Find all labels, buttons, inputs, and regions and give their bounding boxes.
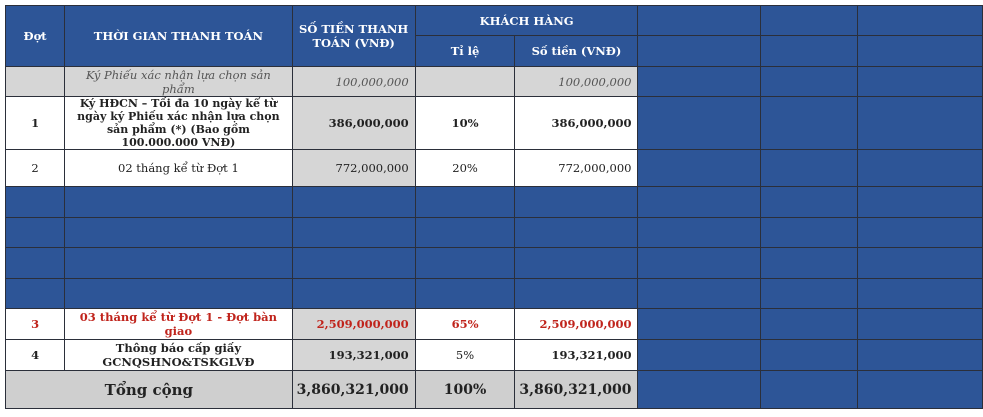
row-dot [4, 66, 66, 97]
payment-table: Đợt THỜI GIAN THANH TOÁN SỐ TIỀN THANH T… [4, 5, 983, 409]
row-time: Ký HĐCN – Tối đa 10 ngày kể từ ngày ký P… [64, 96, 293, 150]
total-label: Tổng cộng [5, 370, 293, 409]
filler-cell [637, 370, 761, 409]
row-customer-amount: 2,509,000,000 [514, 308, 639, 340]
blank-row [4, 278, 983, 309]
total-ratio: 100% [414, 370, 516, 409]
filler-cell [759, 35, 858, 67]
header-amount: SỐ TIỀN THANH TOÁN (VNĐ) [291, 5, 416, 67]
filler-cell [856, 5, 983, 36]
row-customer-amount: 193,321,000 [514, 339, 639, 371]
row-ratio: 20% [414, 149, 516, 187]
header-dot: Đợt [4, 5, 66, 67]
total-amount: 3,860,321,000 [291, 370, 416, 409]
table-row: 3 03 tháng kể từ Đợt 1 - Đợt bàn giao 2,… [4, 308, 983, 340]
header-customer: KHÁCH HÀNG [414, 5, 639, 36]
row-amount: 193,321,000 [291, 339, 416, 371]
row-dot: 2 [4, 149, 66, 187]
filler-cell [637, 308, 761, 340]
filler-cell [759, 5, 858, 36]
row-time: 03 tháng kể từ Đợt 1 - Đợt bàn giao [64, 308, 293, 340]
row-amount: 2,509,000,000 [291, 308, 416, 340]
header-customer-amount: Số tiền (VNĐ) [514, 35, 639, 67]
row-ratio: 65% [414, 308, 516, 340]
header-time: THỜI GIAN THANH TOÁN [64, 5, 293, 67]
row-ratio: 5% [414, 339, 516, 371]
filler-cell [856, 149, 983, 187]
row-customer-amount: 386,000,000 [514, 96, 639, 150]
total-row: Tổng cộng 3,860,321,000 100% 3,860,321,0… [5, 370, 983, 409]
row-amount: 386,000,000 [291, 96, 416, 150]
filler-cell [637, 5, 761, 36]
header-ratio: Tỉ lệ [414, 35, 516, 67]
payment-schedule: Đợt THỜI GIAN THANH TOÁN SỐ TIỀN THANH T… [4, 5, 983, 409]
filler-cell [637, 35, 761, 67]
row-customer-amount: 100,000,000 [514, 66, 639, 97]
filler-cell [856, 339, 983, 371]
table-row: Ký Phiếu xác nhận lựa chọn sản phẩm 100,… [4, 66, 983, 97]
row-amount: 772,000,000 [291, 149, 416, 187]
row-ratio [414, 66, 516, 97]
row-customer-amount: 772,000,000 [514, 149, 639, 187]
filler-cell [637, 339, 761, 371]
blank-row [4, 247, 983, 279]
row-ratio: 10% [414, 96, 516, 150]
table-row: 2 02 tháng kể từ Đợt 1 772,000,000 20% 7… [4, 149, 983, 187]
filler-cell [856, 35, 983, 67]
filler-cell [637, 149, 761, 187]
filler-cell [856, 66, 983, 97]
row-time: Thông báo cấp giấy GCNQSHNO&TSKGLVĐ [64, 339, 293, 371]
filler-cell [759, 149, 858, 187]
table-row: 4 Thông báo cấp giấy GCNQSHNO&TSKGLVĐ 19… [4, 339, 983, 371]
filler-cell [759, 308, 858, 340]
row-dot: 1 [4, 96, 66, 150]
filler-cell [759, 66, 858, 97]
filler-cell [759, 96, 858, 150]
row-dot: 4 [4, 339, 66, 371]
filler-cell [856, 96, 983, 150]
blank-row [4, 217, 983, 248]
table-row: 1 Ký HĐCN – Tối đa 10 ngày kể từ ngày ký… [4, 96, 983, 150]
row-amount: 100,000,000 [291, 66, 416, 97]
filler-cell [856, 308, 983, 340]
filler-cell [759, 370, 858, 409]
filler-cell [637, 96, 761, 150]
total-customer-amount: 3,860,321,000 [514, 370, 639, 409]
row-dot: 3 [4, 308, 66, 340]
subheader-row: Tỉ lệ Số tiền (VNĐ) [6, 35, 983, 67]
row-time: Ký Phiếu xác nhận lựa chọn sản phẩm [64, 66, 293, 97]
filler-cell [759, 339, 858, 371]
filler-cell [856, 370, 983, 409]
header-row: Đợt THỜI GIAN THANH TOÁN SỐ TIỀN THANH T… [4, 5, 983, 67]
row-time: 02 tháng kể từ Đợt 1 [64, 149, 293, 187]
filler-cell [637, 66, 761, 97]
blank-row [4, 186, 983, 218]
